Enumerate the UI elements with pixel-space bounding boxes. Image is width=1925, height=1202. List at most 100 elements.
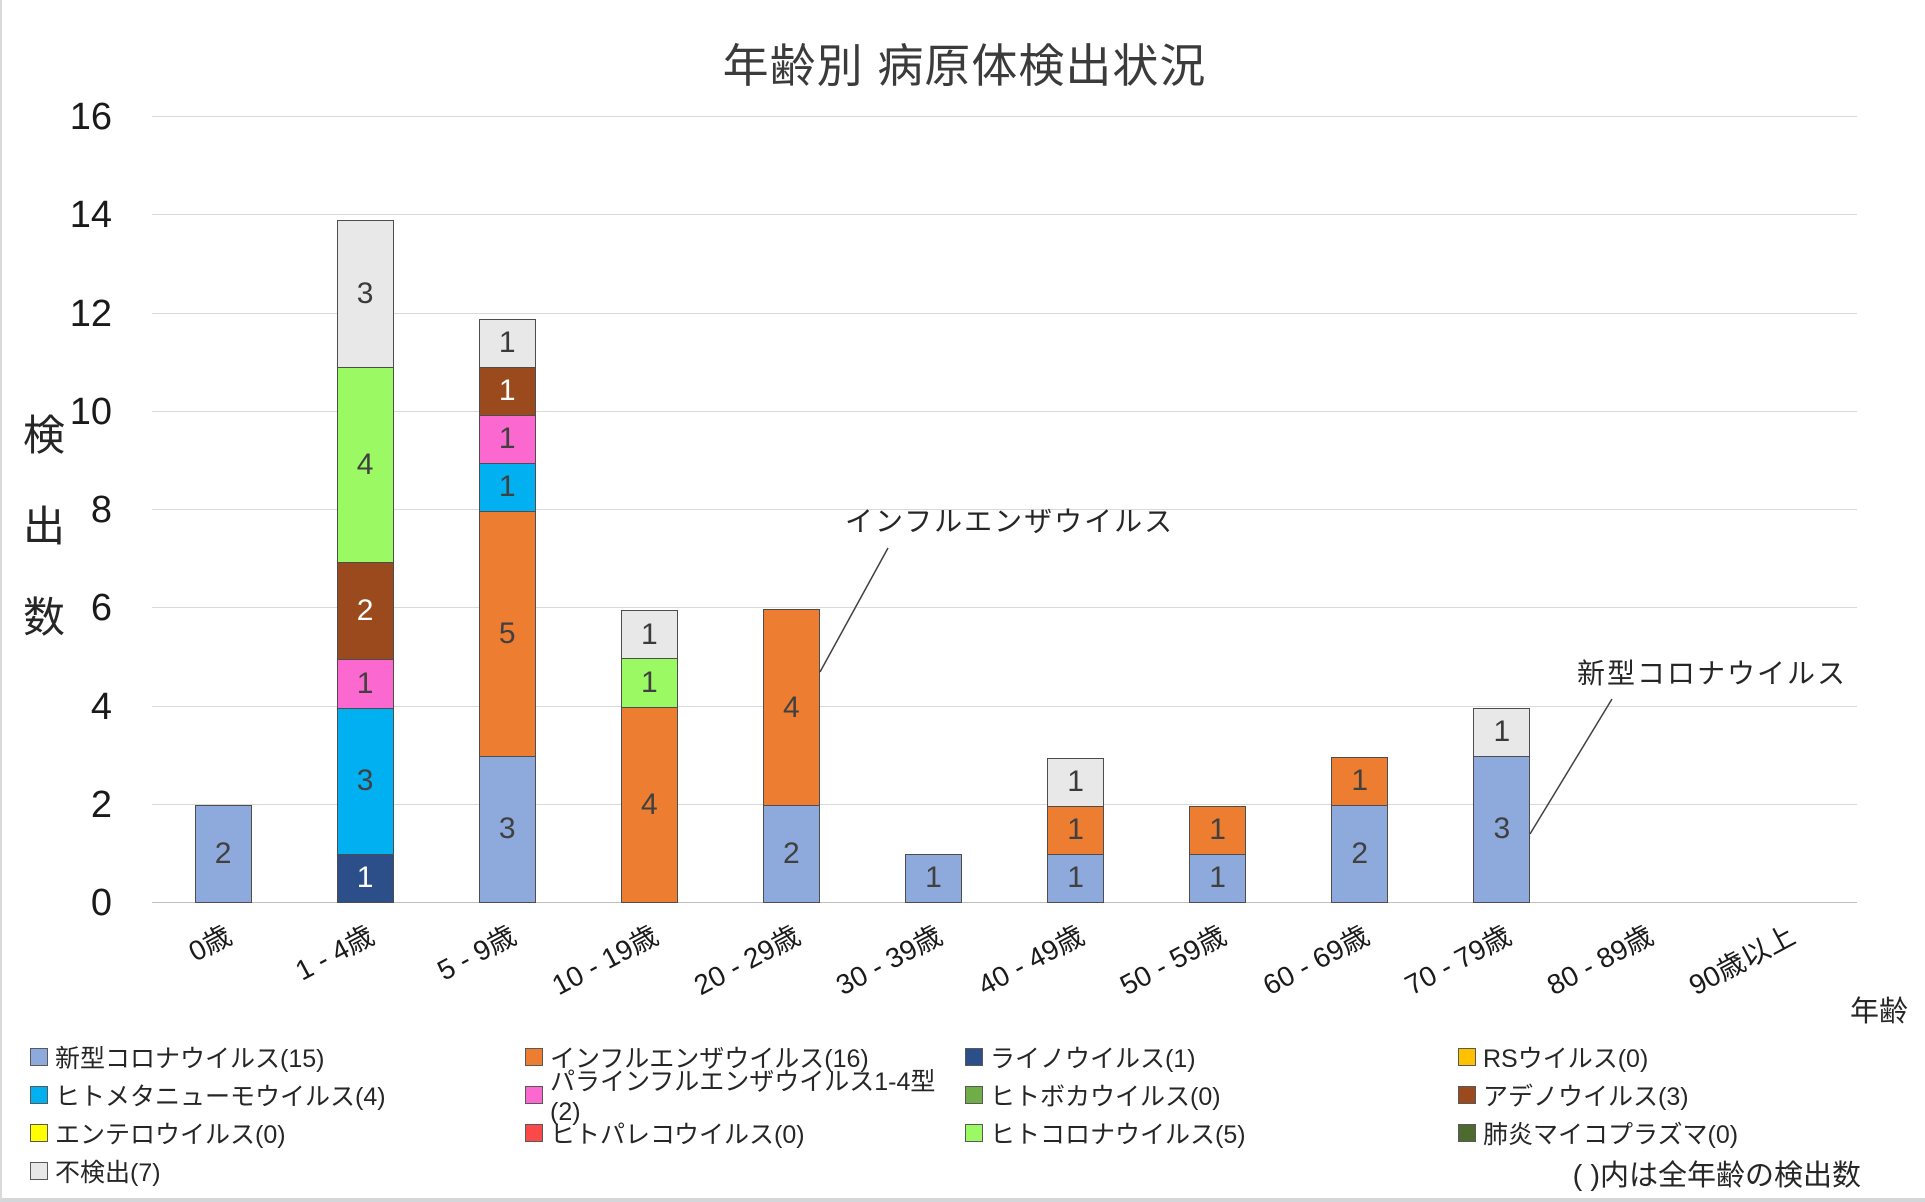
- legend-swatch-肺炎マイコプラズマ: [1458, 1123, 1476, 1142]
- bar-segment-新型コロナウイルス[interactable]: 1: [904, 853, 962, 903]
- bar-segment-新型コロナウイルス[interactable]: 1: [1189, 853, 1247, 903]
- legend-swatch-エンテロウイルス: [30, 1123, 48, 1142]
- bar-segment-インフルエンザウイルス[interactable]: 1: [1331, 756, 1389, 806]
- category-slot-10 - 19歳: 411: [578, 117, 720, 903]
- legend-item-アデノウイルス[interactable]: アデノウイルス(3): [1458, 1080, 1910, 1111]
- legend-item-ヒトパレコウイルス[interactable]: ヒトパレコウイルス(0): [525, 1118, 965, 1149]
- legend-item-新型コロナウイルス[interactable]: 新型コロナウイルス(15): [30, 1042, 525, 1073]
- y-tick-label-14: 14: [69, 194, 112, 237]
- legend-item-ヒトメタニューモウイルス[interactable]: ヒトメタニューモウイルス(4): [30, 1080, 525, 1111]
- legend-label: アデノウイルス(3): [1483, 1082, 1689, 1111]
- legend-item-ライノウイルス[interactable]: ライノウイルス(1): [965, 1042, 1458, 1073]
- legend-item-不検出[interactable]: 不検出(7): [30, 1156, 525, 1187]
- legend-label: 肺炎マイコプラズマ(0): [1483, 1120, 1739, 1149]
- bar-segment-新型コロナウイルス[interactable]: 1: [1047, 853, 1105, 903]
- bar-segment-不検出[interactable]: 1: [1473, 707, 1531, 757]
- annotation-covid-label: 新型コロナウイルス: [1577, 658, 1848, 689]
- bar-segment-パラインフルエンザウイルス1-4型[interactable]: 1: [478, 414, 536, 464]
- x-tick-label-10 - 19歳: 10 - 19歳: [547, 919, 664, 1002]
- legend-item-RSウイルス[interactable]: RSウイルス(0): [1458, 1042, 1910, 1073]
- category-slot-80 - 89歳: [1573, 117, 1715, 903]
- x-tick-label-60 - 69歳: 60 - 69歳: [1257, 919, 1374, 1002]
- legend-item-インフルエンザウイルス[interactable]: インフルエンザウイルス(16): [525, 1042, 965, 1073]
- y-tick-label-16: 16: [69, 96, 112, 138]
- legend-swatch-ヒトボカウイルス: [965, 1085, 983, 1104]
- category-slot-90歳以上: [1715, 117, 1857, 903]
- bar-segment-新型コロナウイルス[interactable]: 2: [1331, 804, 1389, 903]
- x-tick-label-1 - 4歳: 1 - 4歳: [290, 919, 380, 987]
- legend-swatch-RSウイルス: [1458, 1047, 1476, 1066]
- stacked-bar-10 - 19歳: 411: [620, 610, 678, 903]
- stacked-bar-1 - 4歳: 131243: [336, 220, 394, 903]
- bar-segment-ライノウイルス[interactable]: 1: [336, 853, 394, 903]
- category-slot-70 - 79歳: 31: [1431, 117, 1573, 903]
- legend-label: 不検出(7): [55, 1158, 161, 1187]
- y-axis-title: 検 出 数: [18, 402, 70, 645]
- legend-item-ヒトコロナウイルス[interactable]: ヒトコロナウイルス(5): [965, 1118, 1458, 1149]
- x-tick-label-40 - 49歳: 40 - 49歳: [973, 919, 1090, 1002]
- category-slot-1 - 4歳: 131243: [294, 117, 436, 903]
- gridline-y-0: [152, 902, 1857, 903]
- bar-segment-インフルエンザウイルス[interactable]: 1: [1047, 805, 1105, 855]
- gridline-y-16: [152, 116, 1857, 117]
- bar-segment-不検出[interactable]: 3: [336, 220, 394, 368]
- bar-segment-新型コロナウイルス[interactable]: 2: [762, 804, 820, 903]
- y-tick-label-10: 10: [69, 390, 112, 433]
- bar-segment-新型コロナウイルス[interactable]: 2: [194, 804, 252, 903]
- legend-swatch-アデノウイルス: [1458, 1085, 1476, 1104]
- bar-segment-インフルエンザウイルス[interactable]: 4: [762, 609, 820, 806]
- legend-item-肺炎マイコプラズマ[interactable]: 肺炎マイコプラズマ(0): [1458, 1118, 1910, 1149]
- bar-segment-インフルエンザウイルス[interactable]: 1: [1189, 805, 1247, 855]
- bar-segment-新型コロナウイルス[interactable]: 3: [478, 755, 536, 903]
- x-tick-label-70 - 79歳: 70 - 79歳: [1399, 919, 1516, 1002]
- x-tick-label-80 - 89歳: 80 - 89歳: [1541, 919, 1658, 1002]
- stacked-bar-60 - 69歳: 21: [1331, 756, 1389, 903]
- bar-segment-インフルエンザウイルス[interactable]: 5: [478, 511, 536, 757]
- bar-segment-インフルエンザウイルス[interactable]: 4: [620, 706, 678, 903]
- legend-swatch-不検出: [30, 1161, 48, 1180]
- legend-item-エンテロウイルス[interactable]: エンテロウイルス(0): [30, 1118, 525, 1149]
- y-tick-label-0: 0: [90, 882, 112, 924]
- bar-segment-ヒトメタニューモウイルス[interactable]: 3: [336, 707, 394, 855]
- bar-segment-新型コロナウイルス[interactable]: 3: [1473, 755, 1531, 903]
- x-tick-label-5 - 9歳: 5 - 9歳: [432, 919, 522, 987]
- legend-label: インフルエンザウイルス(16): [550, 1044, 869, 1073]
- x-tick-label-50 - 59歳: 50 - 59歳: [1115, 919, 1232, 1002]
- bar-segment-不検出[interactable]: 1: [478, 318, 536, 368]
- bar-segment-アデノウイルス[interactable]: 2: [336, 562, 394, 661]
- legend-item-ヒトボカウイルス[interactable]: ヒトボカウイルス(0): [965, 1080, 1458, 1111]
- legend-swatch-ヒトパレコウイルス: [525, 1123, 543, 1142]
- legend-item-パラインフルエンザウイルス1-4型[interactable]: パラインフルエンザウイルス1-4型(2): [525, 1068, 965, 1126]
- bar-segment-不検出[interactable]: 1: [620, 610, 678, 660]
- bar-segment-アデノウイルス[interactable]: 1: [478, 366, 536, 416]
- stacked-bar-30 - 39歳: 1: [904, 853, 962, 903]
- y-axis-title-char: 検: [22, 412, 65, 459]
- y-tick-label-4: 4: [90, 685, 112, 728]
- legend-label: ヒトパレコウイルス(0): [550, 1120, 805, 1149]
- bar-segment-パラインフルエンザウイルス1-4型[interactable]: 1: [336, 659, 394, 709]
- y-axis-title-char: 出: [22, 503, 65, 550]
- gridline-y-12: [152, 312, 1857, 314]
- legend-swatch-新型コロナウイルス: [30, 1047, 48, 1066]
- stacked-bar-40 - 49歳: 111: [1047, 757, 1105, 903]
- bar-segment-ヒトメタニューモウイルス[interactable]: 1: [478, 462, 536, 512]
- x-tick-label-90歳以上: 90歳以上: [1683, 919, 1800, 1002]
- y-tick-label-6: 6: [90, 587, 112, 630]
- category-slot-40 - 49歳: 111: [1005, 117, 1147, 903]
- category-slot-0歳: 2: [152, 117, 294, 903]
- x-tick-label-0歳: 0歳: [183, 919, 238, 968]
- chart-title: 年齢別 病原体検出状況: [722, 40, 1207, 92]
- bar-segment-不検出[interactable]: 1: [1047, 757, 1105, 807]
- bar-segment-ヒトコロナウイルス[interactable]: 1: [620, 658, 678, 708]
- y-tick-label-8: 8: [90, 489, 112, 531]
- category-slot-20 - 29歳: 24: [720, 117, 862, 903]
- gridline-y-4: [152, 705, 1857, 707]
- stacked-bar-50 - 59歳: 11: [1189, 805, 1247, 903]
- y-axis-title-char: 数: [22, 594, 65, 641]
- x-tick-label-30 - 39歳: 30 - 39歳: [831, 919, 948, 1002]
- gridline-y-14: [152, 214, 1857, 216]
- legend-swatch-パラインフルエンザウイルス1-4型: [525, 1085, 543, 1104]
- stacked-bar-5 - 9歳: 351111: [478, 318, 536, 903]
- y-tick-label-12: 12: [69, 292, 112, 335]
- bar-segment-ヒトコロナウイルス[interactable]: 4: [336, 366, 394, 564]
